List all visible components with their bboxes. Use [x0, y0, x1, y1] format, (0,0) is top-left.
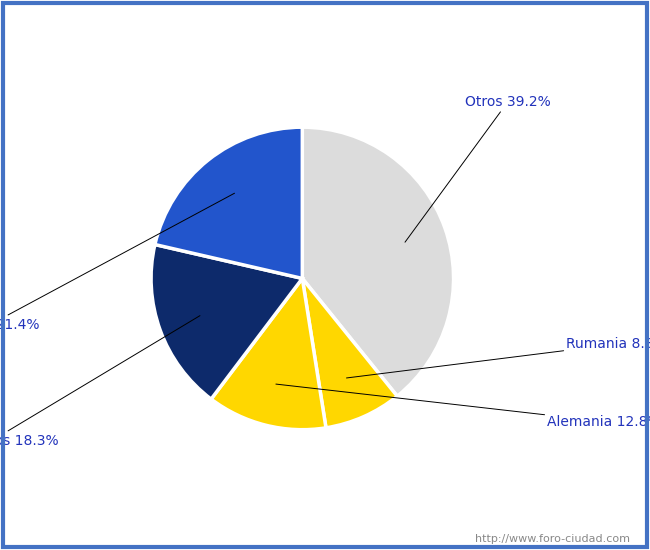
Wedge shape	[302, 278, 397, 428]
Wedge shape	[155, 127, 302, 278]
Wedge shape	[302, 127, 454, 396]
Wedge shape	[151, 245, 302, 399]
Text: Países Bajos 18.3%: Países Bajos 18.3%	[0, 316, 200, 448]
Text: http://www.foro-ciudad.com: http://www.foro-ciudad.com	[476, 535, 630, 544]
Text: Francia 21.4%: Francia 21.4%	[0, 193, 235, 332]
Text: Alemania 12.8%: Alemania 12.8%	[276, 384, 650, 428]
Text: Otros 39.2%: Otros 39.2%	[405, 95, 551, 242]
Text: Cuéllar - Turistas extranjeros según país - Abril de 2024: Cuéllar - Turistas extranjeros según paí…	[86, 13, 564, 29]
Text: Rumania 8.3%: Rumania 8.3%	[346, 337, 650, 378]
Wedge shape	[211, 278, 326, 430]
